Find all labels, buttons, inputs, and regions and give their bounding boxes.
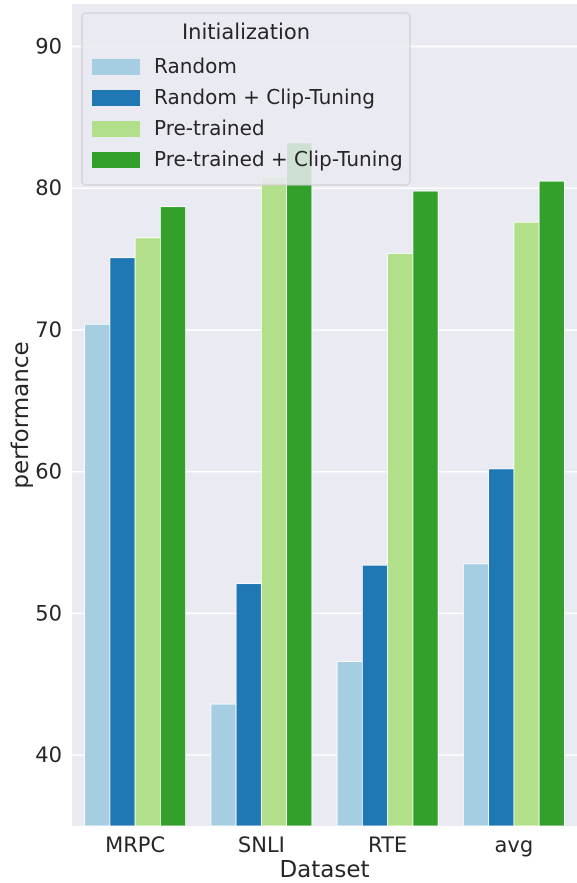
legend-swatch [92, 90, 140, 106]
legend-label: Pre-trained [154, 116, 265, 140]
bar [336, 661, 363, 827]
bar [159, 206, 187, 827]
bar [109, 257, 136, 827]
y-tick-label: 40 [35, 743, 62, 767]
bars [84, 142, 565, 827]
y-tick-label: 70 [35, 318, 62, 342]
x-tick-label: RTE [368, 833, 407, 857]
bar [488, 468, 515, 827]
bar [210, 703, 237, 827]
legend-label: Random + Clip-Tuning [154, 85, 375, 109]
bar [260, 176, 288, 827]
bar [387, 253, 414, 827]
bar [412, 190, 439, 827]
bar [361, 564, 389, 827]
x-tick-label: SNLI [238, 833, 285, 857]
bar [134, 237, 161, 827]
legend-swatch [92, 121, 140, 137]
bar [513, 221, 540, 827]
legend-swatch [92, 59, 140, 75]
legend-frame [81, 12, 411, 186]
y-tick-label: 80 [35, 176, 62, 200]
y-axis-label: performance [8, 341, 34, 488]
x-tick-labels: MRPC SNLI RTE avg [105, 833, 533, 857]
x-tick-label: MRPC [105, 833, 165, 857]
legend-swatch [92, 152, 140, 168]
legend-label: Pre-trained + Clip-Tuning [154, 147, 403, 171]
y-tick-label: 60 [35, 460, 62, 484]
legend: Initialization Random Random + Clip-Tuning… [81, 12, 411, 186]
x-axis-label: Dataset [279, 857, 369, 879]
x-tick-label: avg [495, 833, 534, 857]
y-tick-label: 50 [35, 601, 62, 625]
bar [84, 323, 111, 827]
bar [235, 583, 262, 827]
bar [286, 142, 313, 827]
bar [538, 180, 565, 827]
bar [462, 563, 490, 827]
y-tick-labels: 40 50 60 70 80 90 [35, 35, 62, 768]
legend-label: Random [154, 54, 237, 78]
y-tick-label: 90 [35, 35, 62, 59]
legend-title: Initialization [182, 20, 310, 44]
